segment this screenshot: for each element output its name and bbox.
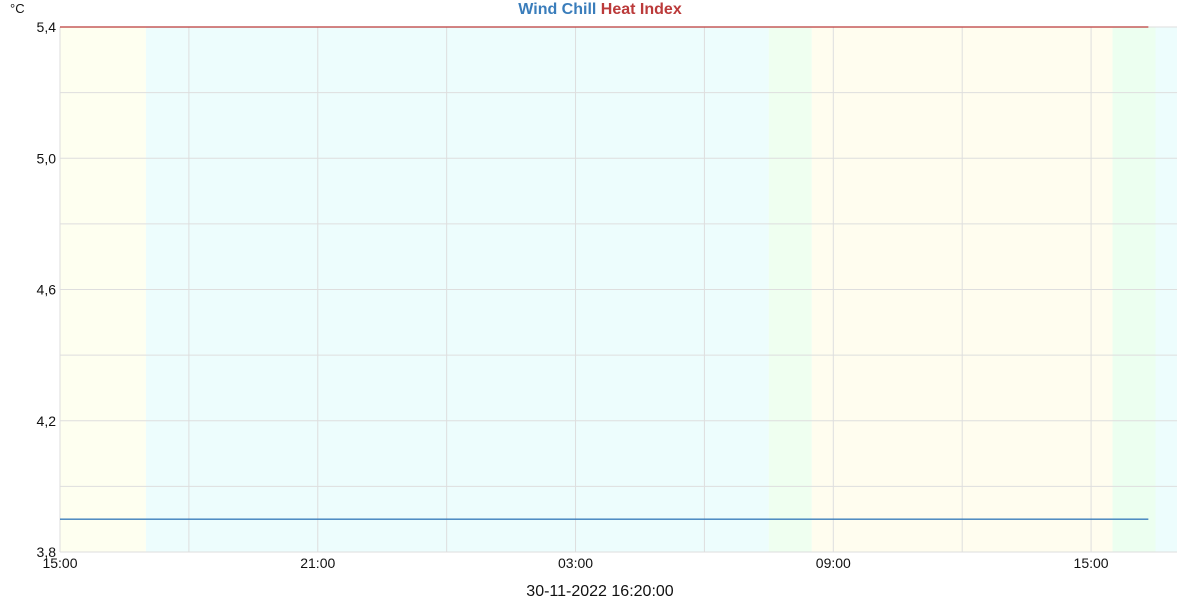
y-tick-label: 5,0 xyxy=(37,150,57,166)
legend-wind-chill[interactable]: Wind Chill xyxy=(518,1,597,18)
x-tick-labels: 15:00 21:00 03:00 09:00 15:00 xyxy=(42,555,1108,571)
y-tick-labels: 3,8 4,2 4,6 5,0 5,4 xyxy=(37,19,57,560)
x-tick-label: 15:00 xyxy=(42,555,77,571)
x-tick-label: 15:00 xyxy=(1074,555,1109,571)
y-tick-label: 4,2 xyxy=(37,413,57,429)
x-tick-label: 09:00 xyxy=(816,555,851,571)
x-tick-label: 21:00 xyxy=(300,555,335,571)
y-tick-label: 5,4 xyxy=(37,19,57,35)
y-tick-label: 3,8 xyxy=(37,544,57,560)
chart-title: Wind Chill Heat Index xyxy=(0,0,1200,20)
y-axis-unit: °C xyxy=(10,1,25,16)
legend-heat-index[interactable]: Heat Index xyxy=(600,1,682,18)
timestamp-footer: 30-11-2022 16:20:00 xyxy=(526,583,674,600)
x-tick-label: 03:00 xyxy=(558,555,593,571)
series-lines xyxy=(60,26,1149,520)
y-tick-label: 4,6 xyxy=(37,282,57,298)
